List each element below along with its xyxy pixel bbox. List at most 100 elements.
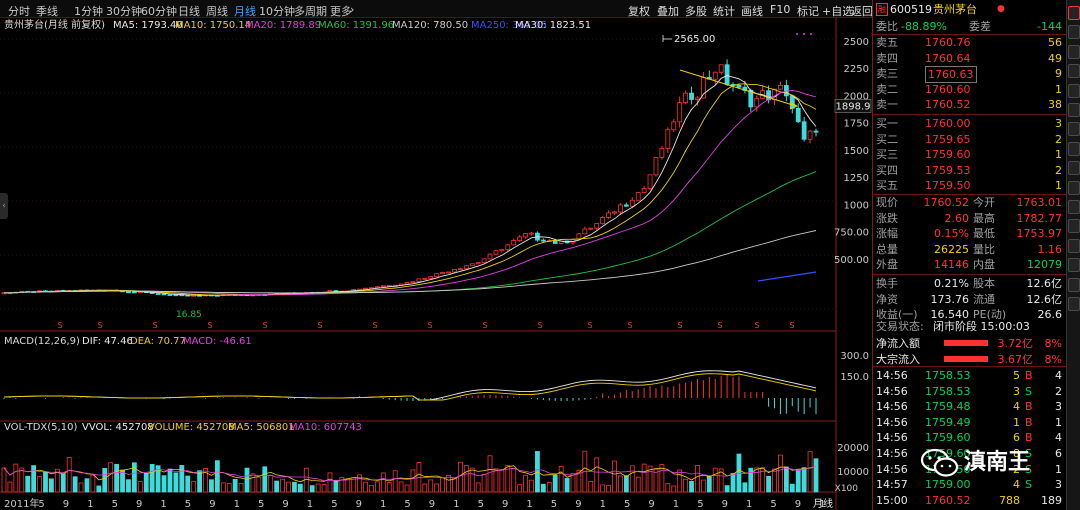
- x-axis-label: 5: [185, 499, 191, 510]
- sidebar-tool-icon[interactable]: [1068, 25, 1080, 40]
- flow-bar: [944, 355, 988, 362]
- sidebar-tool-icon[interactable]: [1068, 103, 1080, 117]
- candle-body: [754, 97, 760, 108]
- sell-label: 卖五: [876, 36, 898, 49]
- sidebar-tool-icon[interactable]: [1068, 83, 1080, 98]
- candle-body: [677, 102, 683, 123]
- weicha-value: -144: [1037, 20, 1062, 33]
- tick-bs: S: [1025, 384, 1032, 398]
- period-tab-5[interactable]: 日线: [178, 5, 200, 18]
- tick-n: 3: [1055, 400, 1062, 414]
- buy-label: 买五: [876, 179, 898, 193]
- tick-bs: B: [1025, 369, 1033, 382]
- sidebar-tool-icon[interactable]: [1068, 161, 1080, 176]
- sell-row: 卖一 1760.52 38: [873, 97, 1067, 113]
- sidebar-tool-icon[interactable]: [1068, 6, 1080, 20]
- tick-time: 14:56: [876, 447, 908, 460]
- period-tab-0[interactable]: 分时: [8, 5, 30, 18]
- period-tab-4[interactable]: 60分钟: [141, 5, 177, 18]
- sell-marker: S: [537, 321, 542, 330]
- sidebar-tool-icon[interactable]: [1068, 200, 1080, 214]
- stat-value: 14146: [934, 258, 969, 272]
- sidebar-tool-icon[interactable]: [1068, 141, 1080, 156]
- tick-row: 14:56 1759.60 8 S 6: [873, 446, 1067, 462]
- flow-pct: 8%: [1044, 337, 1062, 350]
- tick-vol: 788: [999, 493, 1020, 507]
- candle-body: [712, 71, 718, 80]
- tick-n: 4: [1055, 431, 1062, 445]
- stat-label: 量比: [973, 242, 995, 256]
- period-tab-7[interactable]: 月线: [234, 5, 256, 18]
- x-axis-label: 9: [63, 499, 69, 510]
- toolbar-button-0[interactable]: 复权: [628, 5, 650, 18]
- wechat-icon: [920, 448, 959, 477]
- x-axis-label: 1: [600, 499, 606, 510]
- sidebar-tool-icon[interactable]: [1068, 297, 1080, 311]
- toolbar-button-4[interactable]: 画线: [741, 5, 763, 18]
- toolbar-button-6[interactable]: 标记: [797, 5, 819, 18]
- sidebar-tool-icon[interactable]: [1068, 219, 1080, 234]
- sell-row: 卖二 1760.60 1: [873, 82, 1067, 98]
- sell-vol: 1: [1055, 82, 1062, 96]
- stat-label: 最低: [973, 227, 995, 241]
- buy-price: 1759.50: [925, 179, 971, 193]
- stat-value: 12.6亿: [1026, 292, 1063, 306]
- flow-label: 净流入额: [876, 337, 920, 350]
- period-tab-9[interactable]: 多周期: [294, 5, 327, 18]
- candle-body: [404, 282, 410, 285]
- more-arrow-icon[interactable]: ›: [350, 3, 355, 16]
- sidebar-tool-icon[interactable]: [1068, 122, 1080, 137]
- candle-body: [446, 271, 451, 274]
- period-tab-1[interactable]: 季线: [36, 5, 58, 18]
- price-tick-4: 1500: [844, 146, 869, 157]
- candle-body: [588, 227, 594, 230]
- period-tab-6[interactable]: 周线: [206, 5, 228, 18]
- sidebar-tool-icon[interactable]: [1068, 180, 1080, 195]
- sell-row: 卖四 1760.64 49: [873, 51, 1067, 67]
- toolbar-button-1[interactable]: 叠加: [657, 5, 679, 18]
- buy-row: 买三 1759.60 1: [873, 147, 1067, 163]
- stat-value: 0.21%: [934, 277, 969, 290]
- flow-pct: 8%: [1044, 352, 1062, 366]
- period-tab-8[interactable]: 10分钟: [259, 5, 295, 18]
- tick-price: 1759.00: [925, 478, 971, 492]
- toolbar-button-2[interactable]: 多股: [685, 5, 707, 18]
- x-axis-label: 1: [453, 499, 459, 510]
- toolbar-button-8[interactable]: 返回: [851, 5, 873, 18]
- toolbar-button-3[interactable]: 统计: [713, 5, 735, 18]
- webi-label: 委比: [876, 20, 898, 33]
- sell-row: 卖三 1760.63 9: [873, 66, 1067, 84]
- sidebar-tool-icon[interactable]: [1068, 64, 1080, 79]
- tick-time: 14:56: [876, 462, 908, 476]
- buy-price: 1759.60: [925, 148, 971, 162]
- stat-value: 12079: [1027, 258, 1062, 272]
- period-tab-10[interactable]: 更多: [330, 5, 352, 18]
- sell-marker: S: [152, 321, 157, 330]
- toolbar-button-7[interactable]: +自选: [822, 5, 854, 18]
- sidebar-tool-icon[interactable]: [1068, 277, 1080, 292]
- sell-label: 卖二: [876, 82, 898, 96]
- expand-left-icon[interactable]: ‹: [0, 193, 8, 219]
- sidebar-tool-icon[interactable]: [1068, 44, 1080, 59]
- candle-body: [606, 212, 611, 218]
- vol-ma10: MA10: 607743: [289, 422, 362, 433]
- vol-title: VOL-TDX(5,10): [4, 422, 77, 433]
- macd-dif: DIF: 47.46: [82, 336, 133, 347]
- x-axis-label: 1: [234, 499, 240, 510]
- sell-marker: S: [677, 321, 682, 330]
- candle-body: [653, 157, 659, 176]
- tick-n: 2: [1055, 384, 1062, 398]
- tick-bs: B: [1025, 415, 1033, 429]
- buy-label: 买二: [876, 132, 898, 146]
- period-tab-3[interactable]: 30分钟: [106, 5, 142, 18]
- tick-row: 14:57 1759.00 4 S 3: [873, 477, 1067, 493]
- toolbar-button-5[interactable]: F10: [770, 3, 791, 16]
- tick-n: 3: [1055, 478, 1062, 492]
- buy-label: 买四: [876, 163, 898, 177]
- stat-label: 最高: [973, 211, 995, 225]
- period-tab-2[interactable]: 1分钟: [74, 5, 103, 18]
- sidebar-tool-icon[interactable]: [1068, 258, 1080, 273]
- sidebar-tool-icon[interactable]: [1068, 238, 1080, 253]
- candle-body: [416, 278, 422, 283]
- candle-body: [665, 129, 671, 149]
